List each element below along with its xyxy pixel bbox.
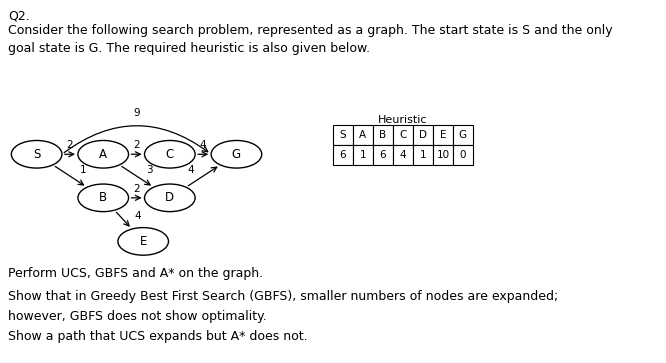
Text: 10: 10	[436, 150, 450, 160]
Text: Q2.: Q2.	[8, 9, 30, 22]
Text: 2: 2	[67, 140, 73, 150]
Text: G: G	[232, 148, 241, 161]
Text: Show a path that UCS expands but A* does not.: Show a path that UCS expands but A* does…	[8, 330, 308, 343]
Text: 0: 0	[460, 150, 466, 160]
Text: G: G	[459, 130, 467, 140]
Bar	[333, 145, 353, 165]
Bar	[373, 125, 393, 145]
Bar	[393, 145, 413, 165]
Circle shape	[145, 140, 195, 168]
Text: B: B	[99, 191, 107, 204]
Text: 6: 6	[380, 150, 386, 160]
Bar	[413, 125, 433, 145]
Bar	[333, 125, 353, 145]
Text: 3: 3	[146, 165, 153, 175]
Text: D: D	[165, 191, 174, 204]
Text: however, GBFS does not show optimality.: however, GBFS does not show optimality.	[8, 310, 267, 323]
Text: C: C	[166, 148, 174, 161]
Text: 4: 4	[187, 165, 194, 175]
Text: 2: 2	[133, 140, 140, 150]
Text: S: S	[33, 148, 41, 161]
Bar	[373, 145, 393, 165]
Text: Consider the following search problem, represented as a graph. The start state i: Consider the following search problem, r…	[8, 24, 613, 37]
Text: D: D	[419, 130, 427, 140]
Circle shape	[145, 184, 195, 212]
Circle shape	[118, 228, 168, 255]
Bar	[433, 145, 453, 165]
Text: Heuristic: Heuristic	[378, 115, 428, 125]
Text: 1: 1	[420, 150, 426, 160]
Text: 4: 4	[135, 211, 141, 221]
Bar	[433, 125, 453, 145]
Text: E: E	[440, 130, 446, 140]
Bar	[393, 125, 413, 145]
Text: A: A	[99, 148, 107, 161]
Text: 6: 6	[340, 150, 346, 160]
Circle shape	[211, 140, 262, 168]
Text: goal state is G. The required heuristic is also given below.: goal state is G. The required heuristic …	[8, 42, 370, 55]
Bar	[353, 125, 373, 145]
Text: 4: 4	[400, 150, 406, 160]
Bar	[413, 145, 433, 165]
Text: 4: 4	[200, 140, 206, 150]
Text: 9: 9	[133, 107, 140, 118]
Circle shape	[78, 184, 129, 212]
Text: A: A	[360, 130, 366, 140]
Text: 1: 1	[360, 150, 366, 160]
Bar	[353, 145, 373, 165]
Bar	[453, 145, 473, 165]
Bar	[453, 125, 473, 145]
Text: Perform UCS, GBFS and A* on the graph.: Perform UCS, GBFS and A* on the graph.	[8, 267, 263, 280]
Text: C: C	[399, 130, 407, 140]
Text: 1: 1	[79, 165, 86, 175]
Text: B: B	[380, 130, 386, 140]
Circle shape	[78, 140, 129, 168]
Text: S: S	[340, 130, 346, 140]
Text: 2: 2	[133, 184, 140, 194]
Text: Show that in Greedy Best First Search (GBFS), smaller numbers of nodes are expan: Show that in Greedy Best First Search (G…	[8, 290, 558, 303]
Text: E: E	[139, 235, 147, 248]
Circle shape	[11, 140, 62, 168]
